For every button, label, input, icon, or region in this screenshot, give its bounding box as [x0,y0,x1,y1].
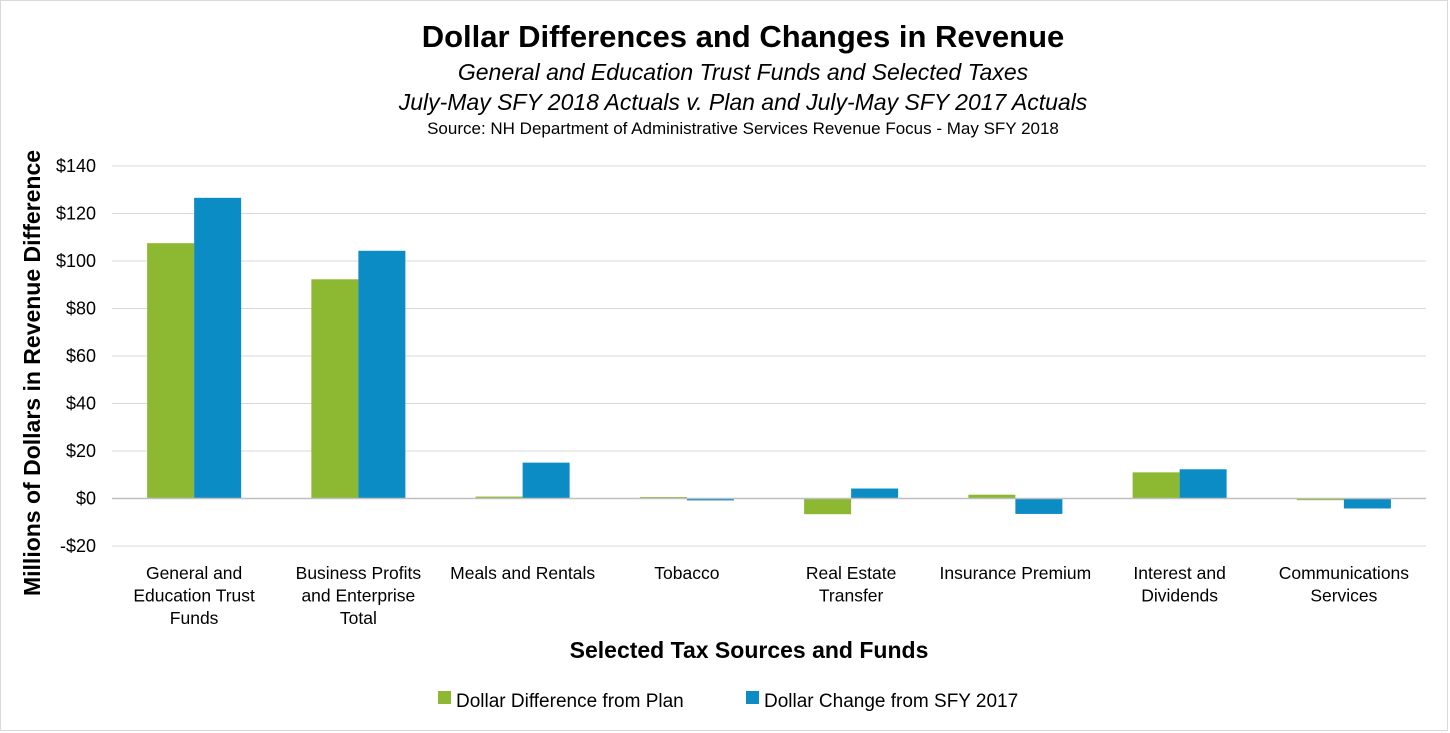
chart-subtitle-line-1: General and Education Trust Funds and Se… [458,59,1029,85]
bar-plan [1132,472,1180,499]
y-tick-label: $100 [56,251,96,271]
bar-sfy2017 [194,197,242,499]
y-tick-label: $20 [66,441,96,461]
legend-swatch-plan [438,691,451,704]
chart-subtitle-line-2: July-May SFY 2018 Actuals v. Plan and Ju… [398,89,1088,115]
bar-sfy2017 [851,488,899,499]
x-tick-label: General and Education Trust Funds [133,563,255,628]
y-axis-ticks: -$20 $0 $20 $40 $60 $80 $100 $120 $140 [56,156,96,556]
x-tick-label: Real Estate Transfer [806,563,896,606]
y-tick-label: $80 [66,299,96,319]
x-tick-label: Interest and Dividends [1133,563,1225,606]
y-tick-label: $0 [76,489,96,509]
bar-sfy2017 [1015,498,1063,514]
x-tick-label: Business Profits and Enterprise Total [296,563,422,628]
bar-plan [475,496,523,499]
bar-plan [1296,498,1344,501]
y-axis-title: Millions of Dollars in Revenue Differenc… [19,150,45,596]
y-tick-label: $120 [56,204,96,224]
legend-label-plan: Dollar Difference from Plan [456,691,684,712]
bar-sfy2017 [686,498,734,501]
y-tick-label: $40 [66,394,96,414]
chart-title: Dollar Differences and Changes in Revenu… [422,19,1065,54]
bars [147,197,1391,515]
y-tick-label: -$20 [60,536,96,556]
legend-swatch-sfy2017 [746,691,759,704]
legend-label-sfy2017: Dollar Change from SFY 2017 [764,691,1018,712]
gridlines [112,165,1426,547]
bar-plan [968,494,1016,499]
bar-plan [804,498,852,515]
x-tick-label: Insurance Premium [940,563,1092,583]
bar-plan [311,279,359,499]
legend: Dollar Difference from Plan Dollar Chang… [438,691,1018,712]
x-axis-title: Selected Tax Sources and Funds [570,637,929,663]
bar-sfy2017 [1343,498,1391,509]
bar-sfy2017 [1179,469,1227,499]
bar-sfy2017 [358,250,406,499]
chart-source: Source: NH Department of Administrative … [427,119,1059,138]
y-tick-label: $140 [56,156,96,176]
x-tick-label: Communications Services [1279,563,1410,606]
x-tick-label: Tobacco [654,563,719,583]
x-axis-ticks: General and Education Trust Funds Business … [133,563,1409,628]
bar-sfy2017 [522,462,570,499]
y-tick-label: $60 [66,346,96,366]
x-tick-label: Meals and Rentals [450,563,595,583]
bar-plan [147,243,195,499]
